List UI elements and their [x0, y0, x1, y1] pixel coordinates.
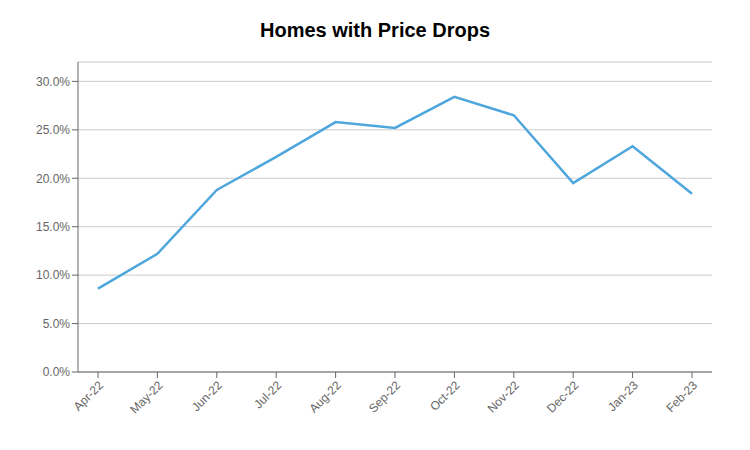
svg-text:Sep-22: Sep-22 [366, 378, 403, 415]
svg-text:Dec-22: Dec-22 [544, 378, 581, 415]
svg-text:15.0%: 15.0% [36, 220, 70, 234]
svg-text:5.0%: 5.0% [43, 317, 71, 331]
svg-text:Jul-22: Jul-22 [251, 378, 284, 411]
svg-text:Feb-23: Feb-23 [663, 378, 700, 415]
svg-text:Jan-23: Jan-23 [605, 378, 641, 414]
svg-text:Nov-22: Nov-22 [485, 378, 522, 415]
svg-text:20.0%: 20.0% [36, 172, 70, 186]
svg-text:25.0%: 25.0% [36, 123, 70, 137]
svg-text:Aug-22: Aug-22 [306, 378, 343, 415]
svg-text:Oct-22: Oct-22 [427, 378, 463, 414]
svg-text:Apr-22: Apr-22 [71, 378, 107, 414]
svg-text:10.0%: 10.0% [36, 268, 70, 282]
svg-text:Jun-22: Jun-22 [189, 378, 225, 414]
html-text:Homes with Price Drops: Homes with Price Drops [260, 19, 490, 41]
svg-text:0.0%: 0.0% [43, 365, 71, 379]
svg-text:30.0%: 30.0% [36, 75, 70, 89]
svg-text:May-22: May-22 [127, 378, 165, 416]
